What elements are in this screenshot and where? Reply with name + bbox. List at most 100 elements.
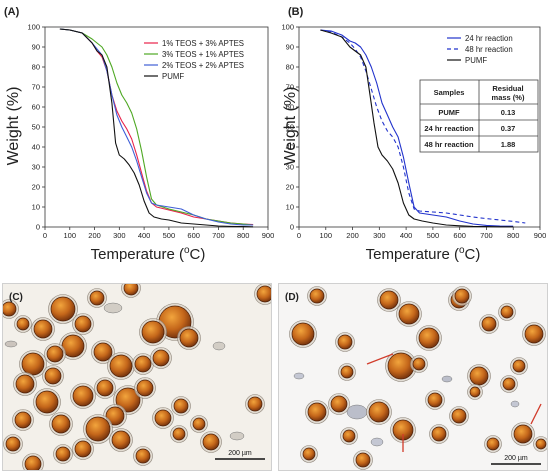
scale-bar-label-c: 200 µm [228, 450, 252, 457]
microcapsule-particle [379, 290, 399, 310]
y-axis-title-b: Weight (%) [282, 87, 299, 166]
microcapsule-particle [74, 315, 92, 333]
x-tick-label: 0 [43, 231, 47, 240]
microcapsule-particle [247, 396, 263, 412]
chart-panel-b: (B) Weight (%) Temperature (oC) 0 100 200 3… [281, 6, 546, 263]
microcapsule-particle [342, 429, 356, 443]
y-tick-label: 0 [290, 223, 294, 232]
microcapsule-particle [524, 324, 544, 344]
microcapsule-particle [16, 317, 30, 331]
microcapsule-particle [51, 414, 71, 434]
y-tick-label: 90 [32, 43, 40, 52]
microcapsule-particle [21, 352, 45, 376]
y-tick-label: 70 [286, 83, 294, 92]
legend-label: 1% TEOS + 3% APTES [162, 39, 244, 48]
microcapsule-particle [33, 319, 53, 339]
microcapsule-particle [44, 367, 62, 385]
microcapsule-particle [141, 320, 165, 344]
debris-fragment [346, 404, 368, 420]
microcapsule-particle [172, 427, 186, 441]
microcapsule-particle [74, 440, 92, 458]
microcapsule-particle [309, 288, 325, 304]
panel-label-d: (D) [285, 292, 299, 303]
y-tick-label: 100 [27, 23, 40, 32]
y-tick-label: 50 [32, 123, 40, 132]
table-cell: PUMF [438, 108, 460, 117]
microcapsule-particle [502, 377, 516, 391]
microcapsule-particle [535, 438, 547, 450]
microcapsule-particle [109, 354, 133, 378]
y-tick-label: 90 [286, 43, 294, 52]
y-tick-label: 80 [286, 63, 294, 72]
debris-fragment [293, 372, 305, 380]
table-header-residual: Residual mass (%) [492, 84, 525, 102]
x-tick-label: 400 [400, 231, 413, 240]
x-tick-label: 400 [138, 231, 151, 240]
y-tick-label: 10 [32, 203, 40, 212]
microcapsule-particle [123, 284, 139, 296]
table-cell: 24 hr reaction [424, 124, 474, 133]
microcapsule-particle [454, 288, 470, 304]
y-tick-label: 50 [286, 123, 294, 132]
legend-label: PUMF [162, 72, 184, 81]
table-cell: 48 hr reaction [424, 140, 474, 149]
microcapsule-particle [179, 328, 199, 348]
microcapsule-particle [152, 349, 170, 367]
x-tick-label: 800 [237, 231, 250, 240]
microcapsule-particle [451, 408, 467, 424]
x-tick-label: 0 [297, 231, 301, 240]
series-line [320, 29, 526, 224]
series-line [320, 29, 514, 227]
microcapsule-particle [173, 398, 189, 414]
arrow-markers [366, 353, 542, 452]
y-tick-label: 40 [286, 143, 294, 152]
microcapsule-particle [72, 385, 94, 407]
x-tick-label: 700 [212, 231, 225, 240]
debris-fragment [370, 437, 384, 447]
debris-fragment [4, 340, 18, 348]
micrograph-c: (C) 200 µm [2, 283, 272, 471]
microcapsule-particle [387, 352, 415, 380]
y-tick-label: 60 [32, 103, 40, 112]
micrograph-d: (D) 200 µm [278, 283, 548, 471]
microcapsule-particle [85, 416, 111, 442]
microcapsule-particle [355, 452, 371, 468]
series-line [59, 28, 254, 226]
x-axis-title-a: Temperature (oC) [91, 245, 206, 263]
microcapsule-particle [15, 374, 35, 394]
y-axis-title-a: Weight (%) [5, 87, 22, 166]
y-tick-label: 70 [32, 83, 40, 92]
microcapsule-particle [512, 359, 526, 373]
x-tick-label: 100 [320, 231, 333, 240]
y-tick-label: 100 [281, 23, 294, 32]
microcapsule-particle [96, 379, 114, 397]
y-tick-label: 30 [286, 163, 294, 172]
microcapsule-particle [202, 433, 220, 451]
debris-fragment [212, 341, 226, 351]
microcapsule-particle [3, 301, 17, 317]
legend-label: 24 hr reaction [465, 34, 513, 43]
microcapsule-particle [469, 386, 481, 398]
debris-fragment [229, 431, 245, 441]
x-tick-label: 300 [373, 231, 386, 240]
microcapsule-particle [302, 447, 316, 461]
panel-label-a: (A) [4, 6, 20, 18]
microcapsule-particle [105, 406, 125, 426]
microcapsule-particle [486, 437, 500, 451]
y-tick-label: 80 [32, 63, 40, 72]
microcapsule-particle [50, 296, 76, 322]
x-tick-label: 200 [88, 231, 101, 240]
microcapsule-particle [368, 401, 390, 423]
microcapsule-particle [46, 345, 64, 363]
legend-label: 48 hr reaction [465, 45, 513, 54]
series-line [320, 29, 514, 228]
microcapsule-particle [427, 392, 443, 408]
y-tick-label: 20 [32, 183, 40, 192]
microcapsule-particle [513, 424, 533, 444]
microcapsule-particle [418, 327, 440, 349]
microcapsule-particle [55, 446, 71, 462]
microcapsule-particle [330, 395, 348, 413]
chart-panel-a: (A) Weight (%) Temperature (oC) 0 100 200 3… [4, 6, 274, 263]
microcapsule-particle [14, 411, 32, 429]
legend-label: 3% TEOS + 1% APTES [162, 50, 244, 59]
